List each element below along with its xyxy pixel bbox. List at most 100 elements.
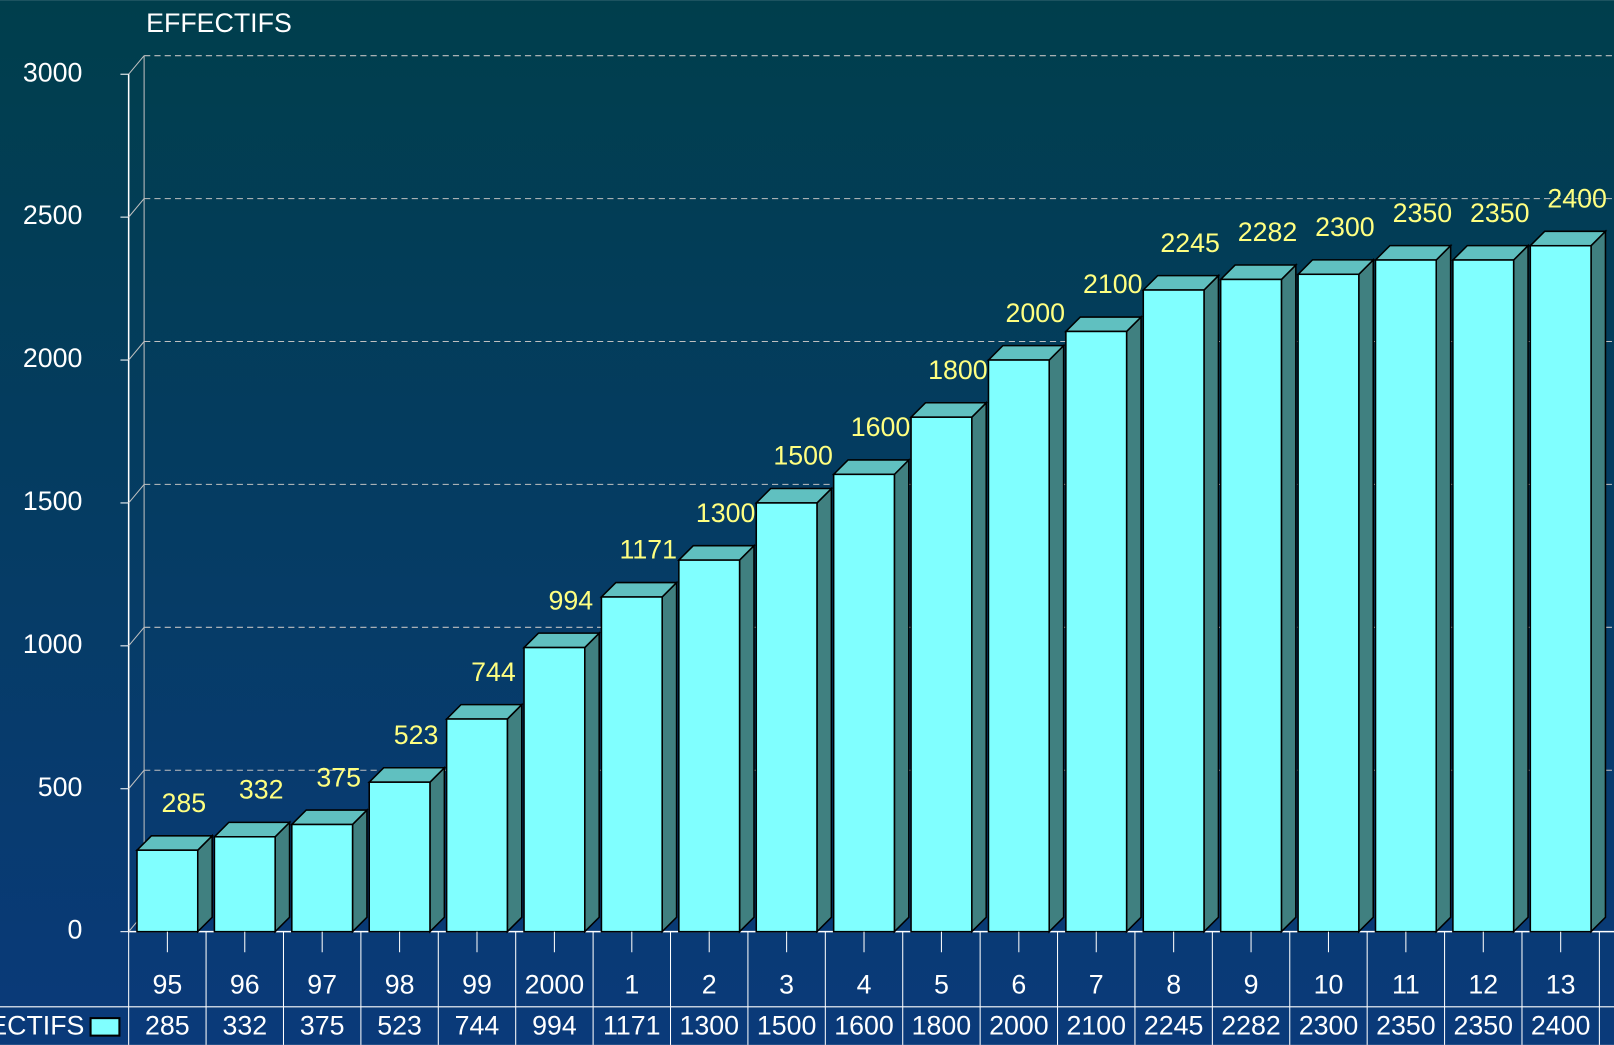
bar — [1374, 259, 1438, 933]
value-label: 1600 — [851, 412, 911, 442]
bar-side — [1048, 343, 1065, 934]
y-tick-label: 1500 — [23, 486, 83, 516]
x-tick-label: 11 — [1392, 969, 1420, 999]
legend-swatch — [89, 1017, 121, 1037]
bar — [910, 416, 973, 933]
y-tick-label: 2000 — [23, 343, 83, 373]
value-label: 285 — [162, 788, 207, 818]
value-label: 523 — [394, 720, 439, 750]
bar — [987, 359, 1050, 933]
bar-top — [522, 632, 602, 649]
bar-side — [661, 580, 678, 934]
value-label: 2400 — [1547, 183, 1607, 213]
table-value: 2282 — [1221, 1010, 1281, 1040]
x-tick-label: 6 — [1011, 969, 1026, 999]
table-value: 2000 — [989, 1010, 1049, 1040]
wall-diagonal — [128, 341, 145, 361]
bar-side — [1512, 243, 1529, 934]
x-tick-label: 10 — [1314, 969, 1344, 999]
table-value: 2300 — [1299, 1010, 1359, 1040]
value-label: 332 — [239, 775, 284, 805]
bar-side — [583, 631, 600, 934]
bar-top — [1451, 244, 1530, 261]
value-label: 744 — [471, 657, 516, 687]
x-tick-label: 13 — [1546, 969, 1576, 999]
table-value: 994 — [532, 1010, 577, 1040]
bar — [445, 718, 509, 933]
x-tick-label: 5 — [934, 969, 949, 999]
bar — [213, 835, 276, 933]
bar — [755, 502, 818, 933]
bar-top — [212, 821, 292, 838]
value-label: 2350 — [1470, 198, 1530, 228]
bar — [1065, 330, 1128, 933]
bar — [832, 473, 896, 933]
bar-top — [599, 581, 679, 598]
value-label: 2000 — [1006, 298, 1066, 328]
table-value: 2245 — [1144, 1010, 1204, 1040]
bar — [678, 559, 741, 933]
table-value: 744 — [455, 1010, 500, 1040]
bar-top — [1373, 244, 1453, 261]
x-tick-label: 97 — [307, 969, 337, 999]
x-tick-label: 3 — [779, 969, 794, 999]
table-value: 2400 — [1531, 1010, 1591, 1040]
wall-diagonal — [128, 626, 145, 647]
bar-side — [1203, 273, 1220, 934]
bar-top — [831, 459, 911, 476]
bar-top — [289, 809, 369, 826]
bar-top — [1528, 230, 1608, 247]
value-label: 2245 — [1160, 228, 1220, 258]
bar-top — [367, 766, 447, 783]
x-tick-label: 98 — [385, 969, 415, 999]
bar-top — [909, 402, 989, 418]
table-value: 2350 — [1376, 1010, 1436, 1040]
bar-top — [676, 544, 756, 561]
bar-top — [444, 703, 524, 720]
legend-label: EFFECTIFS — [0, 1010, 84, 1040]
table-value: 375 — [300, 1010, 345, 1040]
value-label: 1171 — [620, 535, 678, 565]
value-label: 1300 — [696, 498, 756, 528]
bar — [1452, 259, 1515, 933]
table-value: 332 — [222, 1010, 267, 1040]
wall-diagonal — [128, 769, 145, 790]
bar — [1529, 244, 1592, 933]
bar-side — [351, 808, 368, 934]
value-label: 994 — [549, 585, 594, 615]
y-tick-label: 3000 — [23, 57, 83, 87]
bar-top — [986, 344, 1066, 361]
x-tick-label: 8 — [1166, 969, 1181, 999]
bar-side — [816, 486, 833, 934]
y-tick-label: 500 — [38, 772, 83, 802]
x-tick-label: 95 — [152, 969, 182, 999]
bar-top — [1064, 316, 1143, 333]
bar-top — [1141, 274, 1221, 291]
table-value: 1500 — [757, 1010, 817, 1040]
value-label: 2282 — [1238, 217, 1298, 247]
bar-side — [1125, 315, 1142, 934]
bar — [523, 646, 586, 933]
table-value: 1800 — [912, 1010, 972, 1040]
x-tick-label: 4 — [857, 969, 872, 999]
x-tick-label: 2000 — [525, 969, 585, 999]
chart-title: EFFECTIFS — [146, 8, 292, 38]
bar-top — [135, 835, 215, 851]
bar — [136, 849, 199, 933]
x-tick-label: 96 — [230, 969, 260, 999]
table-value: 285 — [145, 1010, 190, 1040]
bar-side — [1280, 263, 1297, 934]
y-tick-label: 1000 — [23, 629, 83, 659]
bar-side — [506, 702, 523, 934]
x-tick-label: 9 — [1244, 969, 1259, 999]
table-value: 2350 — [1454, 1010, 1514, 1040]
bar — [1219, 278, 1283, 933]
value-label: 375 — [316, 762, 361, 792]
value-label: 2350 — [1393, 198, 1453, 228]
x-tick-label: 7 — [1089, 969, 1104, 999]
bar-side — [738, 543, 755, 934]
bar — [1142, 289, 1205, 933]
table-value: 1300 — [679, 1010, 739, 1040]
value-label: 2300 — [1315, 212, 1375, 242]
